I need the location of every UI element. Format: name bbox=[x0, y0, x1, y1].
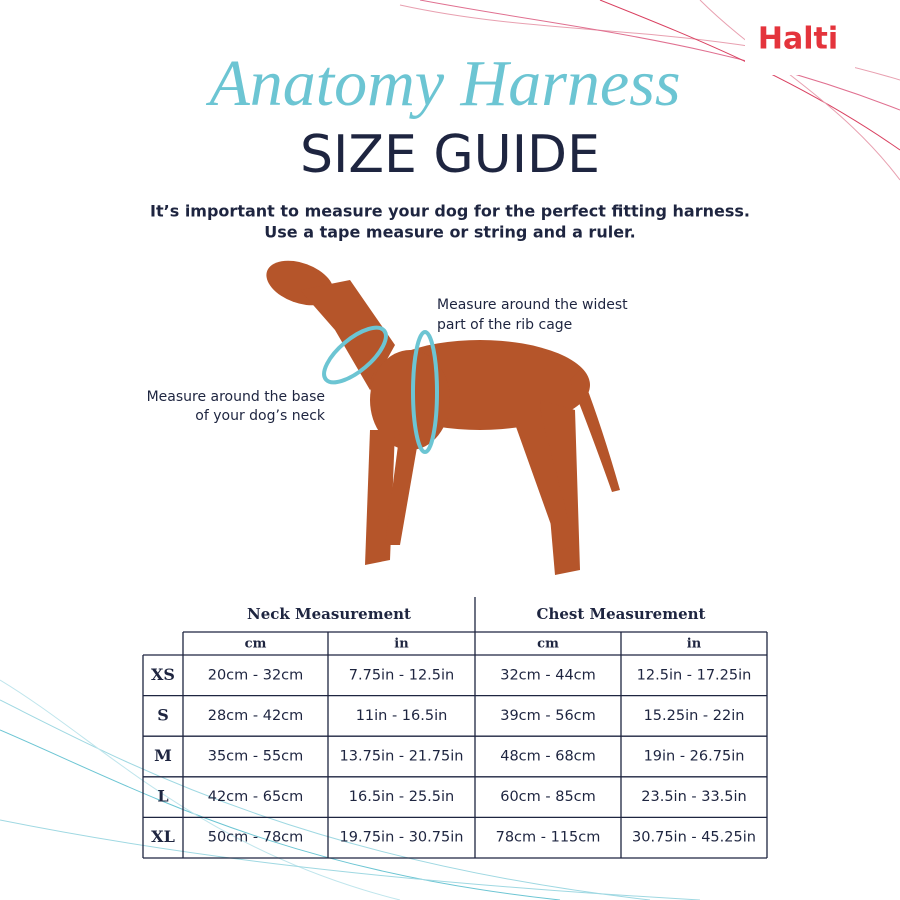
chest-annotation: Measure around the widest bbox=[437, 297, 628, 313]
unit-header: cm bbox=[245, 637, 267, 652]
table-cell: 16.5in - 25.5in bbox=[349, 789, 454, 805]
intro-line: It’s important to measure your dog for t… bbox=[150, 202, 750, 221]
size-label: L bbox=[157, 787, 168, 806]
table-cell: 7.75in - 12.5in bbox=[349, 667, 454, 683]
table-cell: 19in - 26.75in bbox=[644, 749, 745, 765]
chest-annotation: part of the rib cage bbox=[437, 317, 572, 333]
table-cell: 11in - 16.5in bbox=[356, 708, 448, 724]
size-label: M bbox=[154, 746, 172, 765]
table-cell: 48cm - 68cm bbox=[500, 749, 596, 765]
table-cell: 50cm - 78cm bbox=[208, 830, 304, 846]
table-cell: 28cm - 42cm bbox=[208, 708, 304, 724]
unit-header: in bbox=[394, 637, 409, 652]
title: Anatomy Harness bbox=[205, 47, 680, 120]
logo-box bbox=[745, 0, 855, 75]
group-header: Neck Measurement bbox=[247, 605, 411, 623]
table-cell: 78cm - 115cm bbox=[496, 830, 601, 846]
tape-lines bbox=[322, 325, 439, 454]
table-cell: 42cm - 65cm bbox=[208, 789, 304, 805]
table-cell: 32cm - 44cm bbox=[500, 667, 596, 683]
size-label: XL bbox=[151, 827, 175, 846]
group-header: Chest Measurement bbox=[537, 605, 706, 623]
neck-annotation: of your dog’s neck bbox=[195, 408, 326, 424]
size-label: XS bbox=[151, 665, 175, 684]
size-table: Neck Measurement Chest Measurement cm in cm i… bbox=[142, 597, 768, 859]
brand-logo: Halti bbox=[758, 22, 838, 57]
table-cell: 23.5in - 33.5in bbox=[641, 789, 746, 805]
table-cell: 60cm - 85cm bbox=[500, 789, 596, 805]
size-label: S bbox=[157, 705, 169, 724]
table-cell: 19.75in - 30.75in bbox=[340, 830, 464, 846]
table-cell: 30.75in - 45.25in bbox=[632, 830, 756, 846]
unit-header: cm bbox=[537, 637, 559, 652]
table-cell: 35cm - 55cm bbox=[208, 749, 304, 765]
neck-annotation: Measure around the base bbox=[147, 389, 325, 405]
table-cell: 20cm - 32cm bbox=[208, 667, 304, 683]
table-cell: 13.75in - 21.75in bbox=[340, 749, 464, 765]
table-cell: 12.5in - 17.25in bbox=[637, 667, 752, 683]
unit-header: in bbox=[687, 637, 702, 652]
intro-line: Use a tape measure or string and a ruler… bbox=[264, 223, 635, 242]
subtitle: SIZE GUIDE bbox=[300, 125, 600, 185]
table-cell: 39cm - 56cm bbox=[500, 708, 596, 724]
table-cell: 15.25in - 22in bbox=[644, 708, 745, 724]
